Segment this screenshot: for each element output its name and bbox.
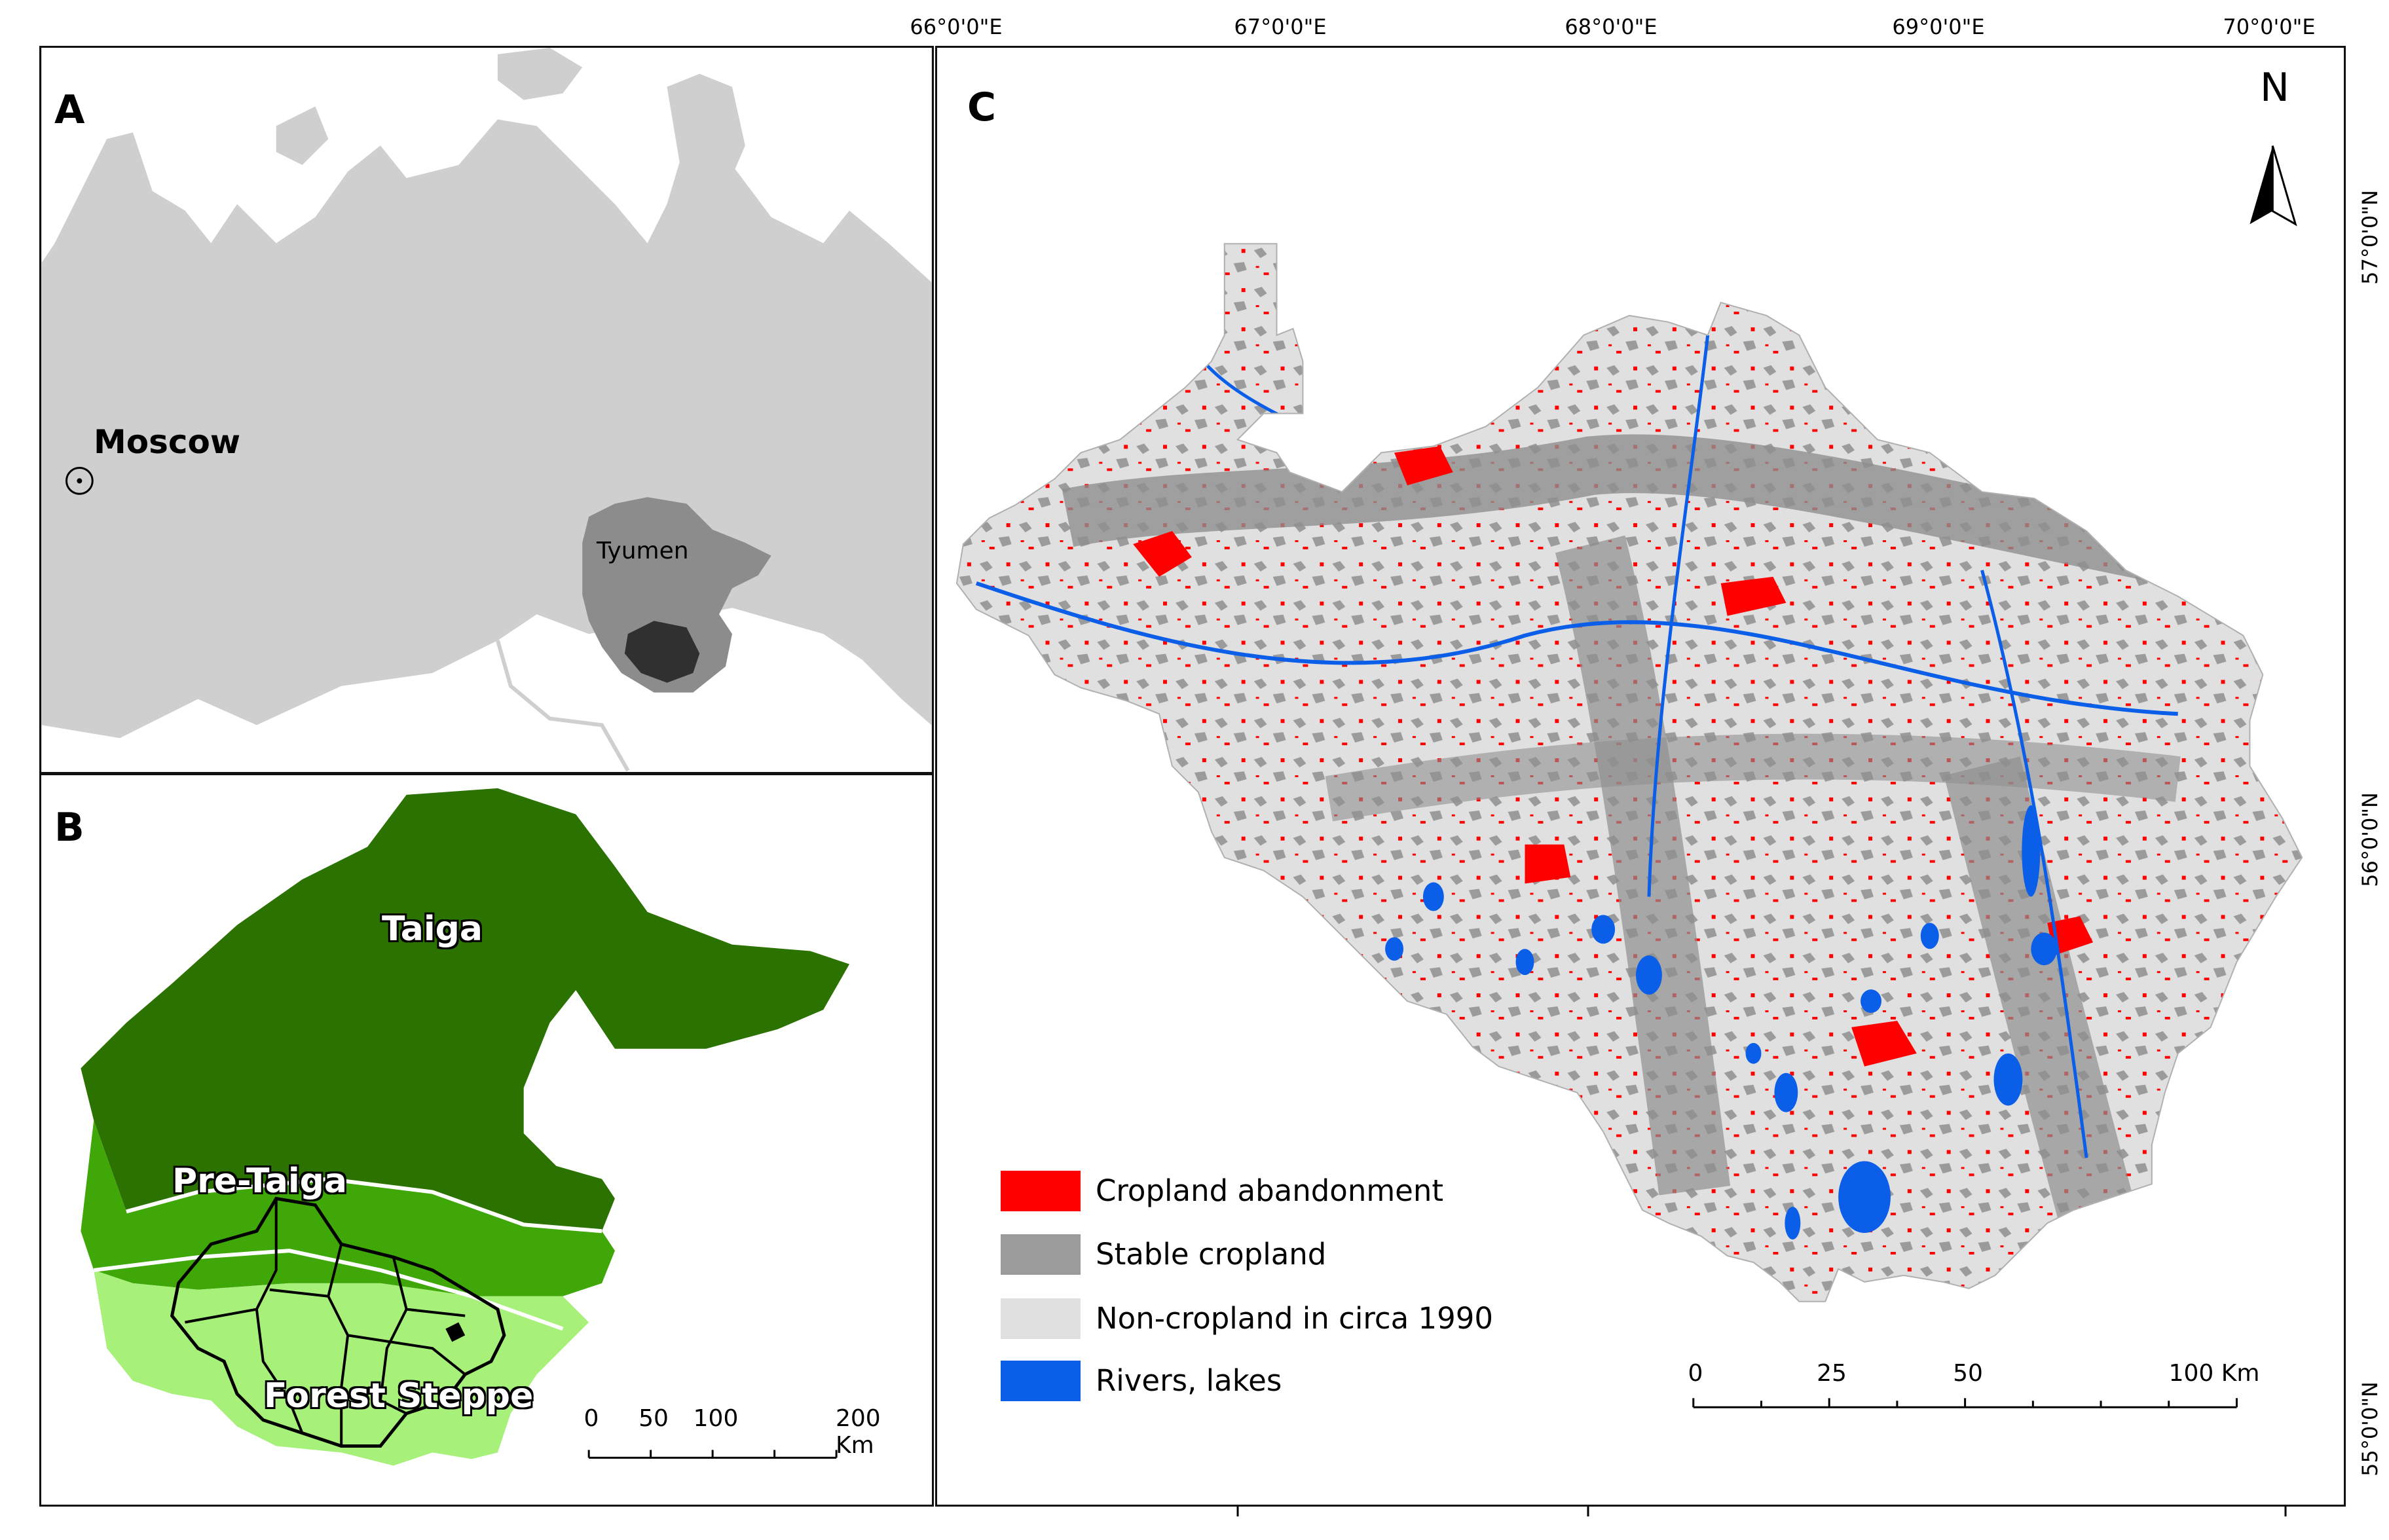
scale-label: 0 xyxy=(1688,1360,1703,1387)
legend-label: Non-cropland in circa 1990 xyxy=(1096,1301,1493,1336)
latitude-tick: 57°0'0"N xyxy=(2358,190,2382,285)
panel-letter: C xyxy=(967,84,997,130)
pre-taiga-zone xyxy=(81,1120,615,1296)
lake xyxy=(2031,932,2058,966)
panel-letter: B xyxy=(54,805,84,851)
bottom-ticks xyxy=(1236,1506,2287,1516)
scale-label: 100 xyxy=(693,1405,739,1432)
lake xyxy=(1745,1042,1762,1064)
north-label: N xyxy=(2260,65,2289,111)
study-area xyxy=(624,621,700,683)
cropland-map xyxy=(955,145,2303,1408)
moscow-marker-icon xyxy=(65,467,94,495)
legend-label: Stable cropland xyxy=(1096,1237,1327,1272)
longitude-tick: 70°0'0"E xyxy=(2223,14,2316,39)
legend-swatch xyxy=(1001,1298,1081,1339)
lake xyxy=(1591,915,1616,944)
latitude-tick: 55°0'0"N xyxy=(2358,1382,2382,1476)
longitude-tick: 68°0'0"E xyxy=(1565,14,1657,39)
scale-label: 0 xyxy=(583,1405,599,1432)
scale-label: 50 xyxy=(1953,1360,1983,1387)
moscow-label: Moscow xyxy=(94,423,241,461)
scale-label: 200 Km xyxy=(836,1405,881,1459)
lake xyxy=(1515,949,1534,976)
legend-swatch xyxy=(1001,1234,1081,1275)
peninsula xyxy=(667,73,745,230)
zone-label-taiga: Taiga xyxy=(382,909,483,949)
tyumen-label: Tyumen xyxy=(597,538,689,564)
lake xyxy=(1920,923,1939,949)
legend-swatch xyxy=(1001,1361,1081,1401)
scale-bar xyxy=(1692,1398,2238,1408)
panel-letter: A xyxy=(54,87,85,133)
cropland-map-panel: C N Cropland abandonment Stable cropland… xyxy=(935,46,2346,1507)
north-arrow-icon xyxy=(2250,145,2297,227)
scale-label: 100 Km xyxy=(2168,1360,2260,1387)
legend-label: Cropland abandonment xyxy=(1096,1173,1444,1208)
lake xyxy=(1785,1207,1801,1240)
longitude-tick: 67°0'0"E xyxy=(1234,14,1327,39)
longitude-tick: 66°0'0"E xyxy=(910,14,1003,39)
study-region-landcover xyxy=(956,244,2303,1302)
overview-map-panel: A Moscow Tyumen xyxy=(39,46,934,774)
district-boundaries xyxy=(170,1196,506,1448)
scale-label: 50 xyxy=(639,1405,669,1432)
legend-swatch xyxy=(1001,1171,1081,1211)
longitude-tick: 69°0'0"E xyxy=(1892,14,1985,39)
lake xyxy=(1861,989,1881,1013)
taiga-zone xyxy=(81,788,850,1232)
legend-label: Rivers, lakes xyxy=(1096,1363,1282,1398)
river xyxy=(975,581,2178,716)
lake xyxy=(2022,805,2041,897)
lake xyxy=(1385,937,1404,961)
vegetation-zones-panel: B Taiga Pre-Taiga Forest Steppe 0 50 100… xyxy=(39,773,934,1507)
zone-label-pre-taiga: Pre-Taiga xyxy=(172,1162,347,1201)
lake xyxy=(1838,1161,1891,1234)
lake xyxy=(1993,1053,2023,1106)
lake xyxy=(1636,955,1662,995)
island xyxy=(276,106,329,166)
zone-label-forest-steppe: Forest Steppe xyxy=(264,1376,534,1416)
lake xyxy=(1422,882,1444,911)
lake xyxy=(1774,1072,1798,1112)
latitude-tick: 56°0'0"N xyxy=(2358,792,2382,887)
zones-map xyxy=(81,788,850,1466)
river xyxy=(1980,570,2088,1158)
overview-map xyxy=(41,48,932,772)
scale-label: 25 xyxy=(1817,1360,1847,1387)
river xyxy=(1647,335,1710,897)
island xyxy=(497,48,583,100)
forest-steppe-zone xyxy=(94,1270,589,1466)
